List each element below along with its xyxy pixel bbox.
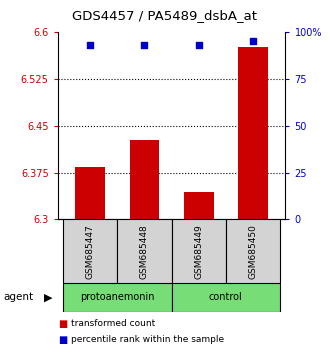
Bar [184, 192, 214, 219]
Text: GSM685447: GSM685447 [86, 224, 95, 279]
Point [88, 42, 93, 48]
Text: agent: agent [3, 292, 33, 302]
Point [250, 38, 255, 44]
Text: control: control [209, 292, 243, 302]
Bar [117, 219, 172, 283]
Bar [63, 283, 172, 312]
Text: GSM685450: GSM685450 [248, 224, 257, 279]
Bar [172, 283, 280, 312]
Bar [63, 219, 117, 283]
Text: percentile rank within the sample: percentile rank within the sample [71, 335, 224, 344]
Text: GSM685449: GSM685449 [194, 224, 203, 279]
Text: ■: ■ [58, 319, 67, 329]
Text: ▶: ▶ [44, 292, 52, 302]
Text: transformed count: transformed count [71, 319, 155, 329]
Bar [238, 47, 268, 219]
Text: GSM685448: GSM685448 [140, 224, 149, 279]
Bar [226, 219, 280, 283]
Point [142, 42, 147, 48]
Text: protoanemonin: protoanemonin [80, 292, 155, 302]
Text: ■: ■ [58, 335, 67, 345]
Bar [75, 167, 105, 219]
Text: GDS4457 / PA5489_dsbA_at: GDS4457 / PA5489_dsbA_at [73, 10, 257, 22]
Bar [172, 219, 226, 283]
Point [196, 42, 201, 48]
Bar [130, 140, 159, 219]
